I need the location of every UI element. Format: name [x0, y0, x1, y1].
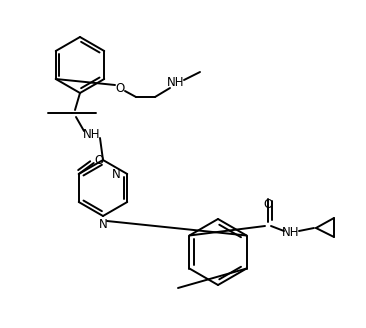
Text: O: O — [94, 154, 103, 167]
Text: NH: NH — [83, 129, 101, 141]
Text: NH: NH — [282, 227, 300, 239]
Text: N: N — [112, 168, 120, 180]
Text: O: O — [264, 197, 273, 211]
Text: O: O — [115, 81, 125, 94]
Text: NH: NH — [167, 76, 185, 90]
Text: N: N — [98, 217, 107, 231]
